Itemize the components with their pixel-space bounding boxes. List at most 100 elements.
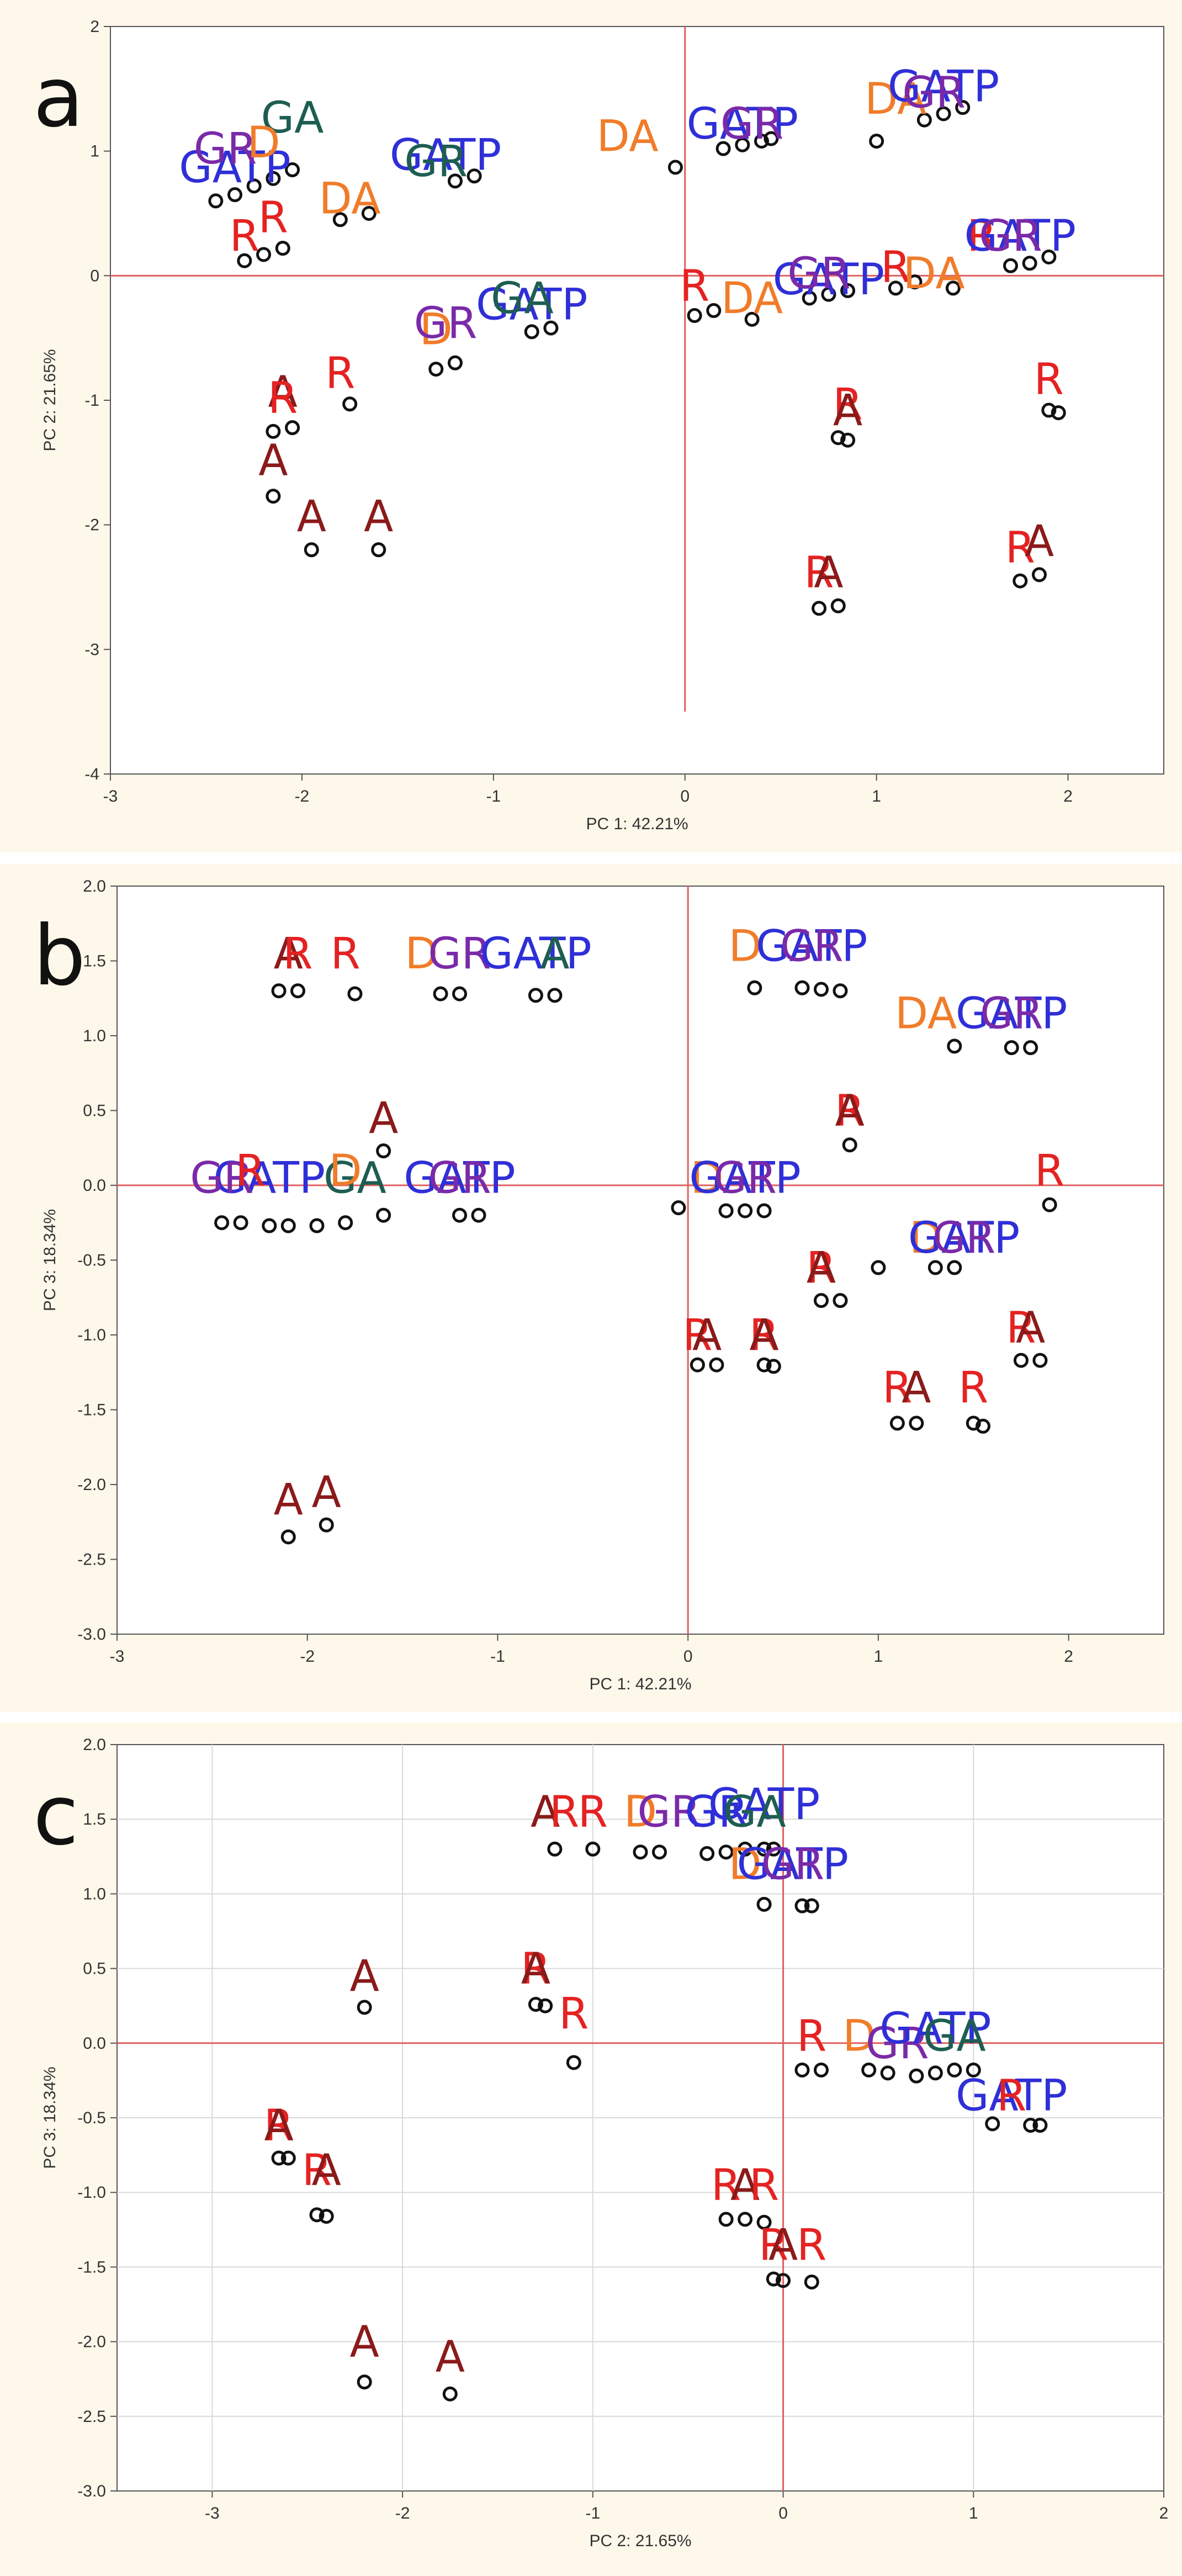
y-tick-label: 0.0: [83, 2034, 106, 2053]
x-tick-label: -3: [205, 2504, 220, 2522]
data-point: [804, 2274, 819, 2289]
data-point: [756, 1841, 772, 1857]
cluster-label: R: [1035, 1146, 1064, 1196]
y-tick-label: -2.5: [77, 2408, 106, 2426]
panel-letter: a: [33, 50, 84, 146]
cluster-label: R: [806, 1243, 836, 1293]
y-tick-label: -0.5: [77, 1252, 106, 1270]
data-point: [756, 1896, 772, 1912]
data-point: [861, 2062, 877, 2077]
cluster-label: R: [997, 2071, 1026, 2121]
data-point: [869, 134, 884, 149]
data-point: [738, 1203, 753, 1218]
cluster-label: A: [807, 1243, 836, 1293]
cluster-label: A: [730, 2161, 760, 2211]
y-tick-label: 0.5: [83, 1102, 106, 1120]
cluster-label: A: [436, 2333, 465, 2382]
data-point: [840, 283, 856, 298]
x-tick-label: 1: [969, 2504, 978, 2522]
cluster-label: DA: [597, 112, 659, 162]
data-point: [651, 1844, 667, 1860]
cluster-label: A: [312, 2146, 341, 2196]
data-point: [214, 1215, 230, 1231]
x-tick-label: -1: [490, 1647, 505, 1666]
y-tick-label: 0.0: [83, 1176, 106, 1195]
cluster-label: GR: [190, 1154, 253, 1204]
data-point: [376, 1143, 391, 1159]
data-point: [812, 601, 827, 616]
cluster-label: R: [264, 2101, 294, 2151]
data-point: [452, 1207, 468, 1223]
data-point: [271, 983, 287, 999]
data-point: [916, 112, 932, 128]
data-point: [447, 173, 463, 189]
cluster-label: R: [1006, 1303, 1036, 1353]
data-point: [271, 2150, 287, 2166]
data-point: [543, 320, 559, 336]
data-point: [718, 2212, 734, 2227]
data-point: [966, 1416, 981, 1431]
y-tick-label: -1.5: [77, 1401, 106, 1419]
y-tick-label: -2.0: [77, 2333, 106, 2351]
y-tick-label: -3.0: [77, 1625, 106, 1644]
data-point: [319, 1517, 334, 1533]
data-point: [1041, 402, 1057, 418]
data-point: [1003, 258, 1018, 273]
cluster-label: R: [882, 1363, 912, 1413]
x-tick-label: -1: [585, 2504, 600, 2522]
data-point: [706, 303, 722, 319]
cluster-label: R: [331, 929, 361, 979]
data-point: [888, 280, 903, 296]
cluster-label: A: [540, 929, 569, 979]
cluster-label: GATP: [390, 131, 501, 181]
cluster-label: GATP: [964, 211, 1076, 261]
x-axis-label: PC 2: 21.65%: [589, 2532, 691, 2550]
data-point: [309, 2207, 325, 2223]
data-point: [1023, 2118, 1038, 2133]
data-point: [804, 1898, 819, 1914]
data-point: [547, 1841, 563, 1857]
data-point: [945, 280, 961, 296]
cluster-label: GA: [723, 1788, 786, 1837]
data-point: [744, 311, 760, 327]
data-point: [687, 308, 702, 324]
data-point: [766, 1359, 781, 1374]
x-axis-label: PC 1: 42.21%: [586, 815, 688, 833]
cluster-label: GATP: [756, 922, 867, 972]
data-point: [840, 432, 856, 448]
data-point: [280, 1218, 296, 1233]
cluster-label: GR: [980, 989, 1043, 1038]
data-point: [547, 988, 563, 1003]
cluster-label: DA: [319, 174, 381, 224]
cluster-label: GR: [902, 68, 966, 118]
cluster-label: R: [325, 348, 355, 398]
data-point: [266, 489, 281, 504]
cluster-label: DA: [721, 274, 783, 324]
cluster-label: D: [909, 1213, 942, 1263]
cluster-label: R: [711, 2161, 741, 2211]
data-point: [709, 1357, 724, 1372]
cluster-label: A: [521, 1944, 550, 1994]
cluster-label: GR: [932, 1213, 996, 1263]
data-point: [699, 1846, 715, 1861]
cluster-label: A: [364, 492, 393, 542]
data-point: [361, 206, 377, 221]
data-point: [830, 598, 846, 613]
y-tick-label: 1.0: [83, 1885, 106, 1903]
data-point: [233, 1215, 248, 1231]
x-tick-label: 0: [778, 2504, 788, 2522]
data-point: [738, 1841, 753, 1857]
cluster-label: D: [691, 1154, 724, 1204]
x-tick-label: -2: [295, 787, 310, 805]
cluster-label: R: [881, 243, 910, 293]
cluster-label: A: [835, 1086, 865, 1136]
cluster-label: GATP: [956, 2071, 1067, 2121]
data-point: [428, 362, 444, 377]
cluster-label: GATP: [214, 1154, 325, 1204]
cluster-label: A: [349, 2318, 379, 2367]
cluster-label: GATP: [737, 1840, 849, 1889]
data-point: [671, 1200, 686, 1216]
data-point: [690, 1357, 705, 1372]
cluster-label: R: [833, 380, 862, 430]
